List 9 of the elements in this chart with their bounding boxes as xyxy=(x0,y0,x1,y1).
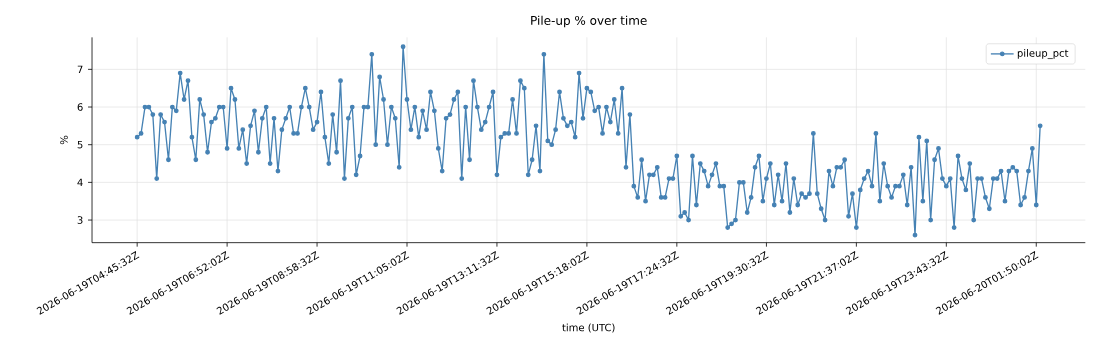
x-axis-title: time (UTC) xyxy=(562,323,615,333)
y-tick-label: 4 xyxy=(77,178,83,187)
legend-label: pileup_pct xyxy=(1017,49,1069,60)
y-tick-label: 7 xyxy=(77,65,83,73)
y-tick-label: 3 xyxy=(77,216,83,224)
y-tick-label: 6 xyxy=(77,103,83,111)
y-axis-title: % xyxy=(60,135,68,145)
chart-title: Pile-up % over time xyxy=(531,15,647,28)
y-tick-label: 5 xyxy=(77,141,83,149)
